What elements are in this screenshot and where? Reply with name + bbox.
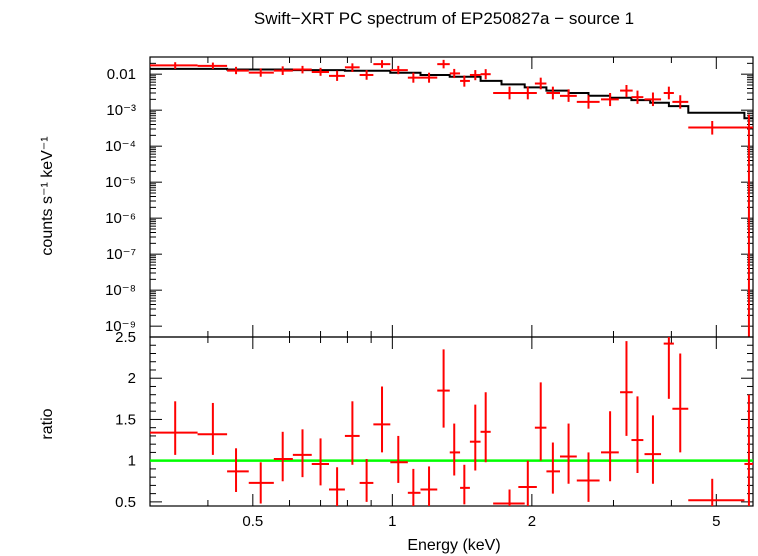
x-tick-label: 0.5	[242, 513, 263, 530]
ratio-data-point	[688, 478, 745, 506]
y-tick-label-top: 10⁻⁵	[105, 174, 136, 191]
ratio-data-point	[518, 460, 537, 506]
ratio-data-point	[480, 392, 491, 463]
y-tick-label-top: 0.01	[107, 66, 136, 83]
ratio-data-point	[449, 423, 461, 476]
spectrum-data-point	[631, 90, 644, 104]
ratio-data-point	[644, 415, 662, 484]
ratio-data-point	[227, 448, 249, 492]
spectrum-data-point	[437, 59, 450, 69]
ratio-data-point	[150, 401, 198, 455]
ratio-data-point	[420, 466, 438, 506]
ratio-data-point	[460, 464, 470, 505]
ratio-data-point	[631, 396, 644, 474]
chart-title: Swift−XRT PC spectrum of EP250827a − sou…	[254, 9, 634, 28]
x-axis-label: Energy (keV)	[407, 537, 500, 554]
spectrum-data-point	[469, 70, 481, 81]
y-axis-label-top: counts s⁻¹ keV⁻¹	[39, 136, 56, 255]
spectrum-data-point	[359, 70, 374, 80]
y-tick-label-bottom: 0.5	[115, 494, 136, 511]
spectrum-data-point	[292, 65, 312, 74]
ratio-data-point	[672, 353, 689, 453]
spectrum-data-point	[248, 68, 274, 77]
spectrum-data-point	[197, 62, 228, 69]
plot-frame-top	[149, 56, 754, 338]
y-tick-label-top: 10⁻⁴	[105, 138, 136, 155]
model-step-line	[150, 67, 753, 120]
x-tick-label: 1	[388, 513, 396, 530]
spectrum-data-point	[390, 65, 408, 75]
spectrum-data-point	[407, 72, 421, 83]
ratio-data-point	[534, 382, 547, 461]
y-tick-label-top: 10⁻³	[106, 102, 136, 119]
spectrum-data-point	[273, 66, 293, 75]
ratio-data-point	[576, 452, 600, 502]
ratio-data-point	[663, 337, 674, 399]
ratio-data-point	[744, 394, 753, 506]
ratio-data-point	[292, 429, 312, 478]
ratio-panel: 0.5 1 2 5 0.5 1 1.5 2 2.5	[115, 329, 754, 530]
ratio-data-point	[469, 404, 481, 471]
spectrum-data-point	[227, 66, 249, 75]
spectrum-data-point	[150, 62, 198, 69]
y-tick-label-top: 10⁻⁸	[105, 282, 136, 299]
spectrum-data-point	[420, 72, 438, 83]
y-tick-label-bottom: 2.5	[115, 329, 136, 346]
ratio-data-point	[373, 386, 391, 453]
x-tick-label: 2	[528, 513, 536, 530]
ratio-data-point	[407, 468, 421, 506]
ratio-data-point	[273, 431, 293, 482]
ratio-data-point	[601, 411, 619, 482]
y-tick-label-top: 10⁻⁹	[105, 318, 136, 335]
spectrum-data-point	[559, 89, 577, 102]
ratio-data-point	[359, 459, 374, 502]
spectrum-data-point	[744, 114, 753, 337]
spectrum-data-point	[344, 63, 360, 72]
y-tick-label-bottom: 1	[128, 453, 136, 470]
spectrum-data-point	[311, 67, 329, 76]
spectrum-data-point	[663, 86, 674, 100]
plot-frame-bottom	[149, 336, 754, 507]
y-tick-label-top: 10⁻⁶	[105, 210, 136, 227]
y-axis-label-bottom: ratio	[39, 408, 56, 439]
spectrum-data-point	[672, 95, 689, 109]
spectrum-panel: 0.01 10⁻³ 10⁻⁴ 10⁻⁵ 10⁻⁶ 10⁻⁷ 10⁻⁸ 10⁻⁹	[105, 56, 754, 338]
spectrum-data-point	[546, 86, 560, 100]
y-tick-label-top: 10⁻⁷	[106, 246, 136, 263]
spectrum-data-point	[620, 85, 633, 98]
ratio-data-point	[311, 438, 329, 486]
spectrum-data-point	[644, 92, 662, 107]
y-tick-label-bottom: 2	[128, 370, 136, 387]
ratio-data-point	[559, 423, 577, 484]
spectrum-data-point	[328, 70, 345, 81]
ratio-data-point	[546, 442, 560, 494]
ratio-data-point	[620, 341, 633, 436]
spectrum-data-point	[449, 68, 461, 79]
ratio-data-point	[197, 402, 228, 455]
ratio-data-point	[344, 401, 360, 465]
spectrum-data-point	[601, 92, 619, 107]
spectrum-data-point	[518, 86, 537, 100]
spectrum-data-point	[688, 121, 745, 135]
spectrum-data-point	[373, 60, 391, 68]
y-tick-label-bottom: 1.5	[115, 411, 136, 428]
ratio-data-point	[328, 467, 345, 506]
spectrum-data-point	[460, 75, 470, 87]
ratio-data-point	[390, 435, 408, 483]
ratio-data-point	[248, 462, 274, 504]
spectrum-data-point	[534, 77, 547, 90]
ratio-data-point	[493, 489, 525, 506]
spectrum-data-point	[480, 69, 491, 80]
spectrum-data-point	[576, 95, 600, 109]
x-tick-label: 5	[712, 513, 720, 530]
ratio-data-point	[437, 349, 450, 428]
